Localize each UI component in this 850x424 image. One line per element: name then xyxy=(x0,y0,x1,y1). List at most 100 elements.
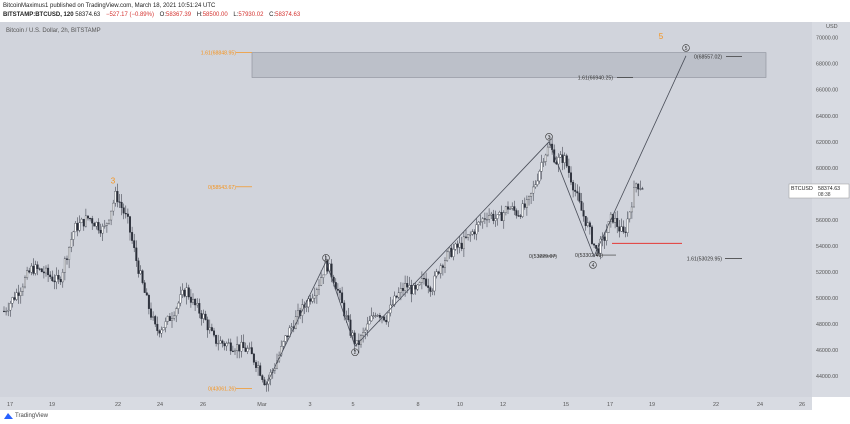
candle-body xyxy=(30,265,33,273)
candle-body xyxy=(433,275,436,292)
elliott-wave-line xyxy=(265,55,687,386)
candle-body xyxy=(397,292,400,298)
current-price-symbol: BTCUSD xyxy=(791,186,813,192)
candle-body xyxy=(336,288,339,291)
candle-body xyxy=(519,215,522,217)
candle-body xyxy=(530,192,533,197)
candle-body xyxy=(194,299,197,306)
candle-body xyxy=(458,242,461,248)
candle-body xyxy=(353,332,356,345)
candle-body xyxy=(622,226,625,233)
candle-body xyxy=(383,316,386,321)
time-tick-label: 22 xyxy=(115,402,121,408)
candle-body xyxy=(91,218,94,224)
candle-body xyxy=(406,283,409,288)
candle-body xyxy=(66,258,68,260)
candle-body xyxy=(13,297,16,300)
candle-body xyxy=(378,315,381,318)
candle-body xyxy=(210,327,213,331)
candle-body xyxy=(595,244,598,249)
candle-body xyxy=(240,341,243,352)
price-tick-label: 50000.00 xyxy=(816,296,838,302)
candle-body xyxy=(70,239,73,248)
candle-body xyxy=(47,267,50,276)
candle-body xyxy=(68,246,71,260)
candle-body xyxy=(580,201,583,211)
candle-body xyxy=(599,238,602,254)
candle-body xyxy=(343,302,346,317)
wave-circle xyxy=(351,348,359,356)
candle-body xyxy=(408,285,411,288)
candle-body xyxy=(582,210,585,217)
price-axis[interactable] xyxy=(812,22,850,397)
candle-body xyxy=(452,249,455,257)
candle-body xyxy=(261,375,264,380)
candle-body xyxy=(78,222,81,231)
candle-body xyxy=(198,303,201,314)
candle-body xyxy=(525,199,528,208)
candle-body xyxy=(614,218,617,223)
candle-body xyxy=(593,243,596,246)
candle-body xyxy=(502,212,505,221)
open-value: 58367.39 xyxy=(166,12,192,18)
candle-body xyxy=(372,315,375,317)
candle-body xyxy=(166,316,169,322)
candle-body xyxy=(349,319,352,336)
tradingview-logo[interactable]: TradingView xyxy=(4,412,48,419)
time-axis[interactable] xyxy=(0,397,812,410)
candle-body xyxy=(572,181,575,191)
candle-body xyxy=(423,278,425,280)
candle-body xyxy=(248,347,251,349)
candle-body xyxy=(32,265,35,274)
time-tick-label: Mar xyxy=(257,402,267,408)
candle-body xyxy=(309,298,312,302)
chart-area[interactable]: Bitcoin / U.S. Dollar, 2h, BITSTAMP USD … xyxy=(0,22,850,410)
wave-circle xyxy=(589,261,597,269)
candle-body xyxy=(498,212,501,215)
candle-body xyxy=(231,350,234,352)
candle-body xyxy=(5,310,8,313)
candle-body xyxy=(162,327,165,331)
candle-body xyxy=(21,286,24,292)
candle-body xyxy=(97,222,100,231)
candle-body xyxy=(559,154,562,158)
candle-body xyxy=(477,221,480,225)
candle-body xyxy=(425,278,428,286)
candle-body xyxy=(124,213,127,215)
candle-body xyxy=(387,312,390,323)
candle-body xyxy=(332,276,335,283)
candle-body xyxy=(171,318,173,321)
candle-body xyxy=(185,287,188,297)
candle-body xyxy=(252,353,255,363)
candle-body xyxy=(481,218,484,222)
candle-body xyxy=(324,260,327,276)
chart-header: BitcoinMaximus1 published on TradingView… xyxy=(0,0,850,22)
candle-body xyxy=(95,222,98,227)
price-tick-label: 66000.00 xyxy=(816,88,838,94)
candle-body xyxy=(263,379,266,386)
candle-body xyxy=(576,191,579,194)
candle-body xyxy=(494,218,497,221)
candle-body xyxy=(320,277,323,286)
candle-body xyxy=(177,302,180,309)
candle-body xyxy=(84,215,87,227)
candle-body xyxy=(145,292,148,296)
price-tick-label: 62000.00 xyxy=(816,140,838,146)
candle-body xyxy=(110,210,113,221)
candle-body xyxy=(99,229,102,234)
price-chart[interactable]: Bitcoin / U.S. Dollar, 2h, BITSTAMP USD … xyxy=(0,22,850,410)
candle-body xyxy=(290,326,293,329)
candle-body xyxy=(80,218,83,223)
candle-body xyxy=(471,231,474,235)
brand-name: TradingView xyxy=(15,412,49,419)
candle-body xyxy=(257,365,260,368)
price-tick-label: 70000.00 xyxy=(816,36,838,42)
candle-body xyxy=(616,218,619,227)
candle-body xyxy=(74,223,77,233)
candle-body xyxy=(17,292,20,296)
fib-level-label: 0(43061.26) xyxy=(208,386,236,392)
candle-body xyxy=(488,215,491,220)
candle-body xyxy=(59,279,62,283)
wave-label: 1 xyxy=(325,256,328,262)
wave-label: 5 xyxy=(685,46,688,52)
